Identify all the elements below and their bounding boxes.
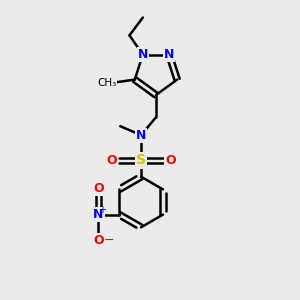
Text: O: O xyxy=(166,154,176,167)
Text: N: N xyxy=(138,48,148,61)
Text: O: O xyxy=(93,234,104,247)
Text: N: N xyxy=(164,48,174,61)
Text: CH₃: CH₃ xyxy=(97,78,116,88)
Text: N: N xyxy=(136,129,146,142)
Text: N: N xyxy=(93,208,103,221)
Text: O: O xyxy=(93,182,104,195)
Text: O: O xyxy=(106,154,117,167)
Text: S: S xyxy=(136,153,146,167)
Text: −: − xyxy=(104,234,114,247)
Text: +: + xyxy=(98,205,106,215)
